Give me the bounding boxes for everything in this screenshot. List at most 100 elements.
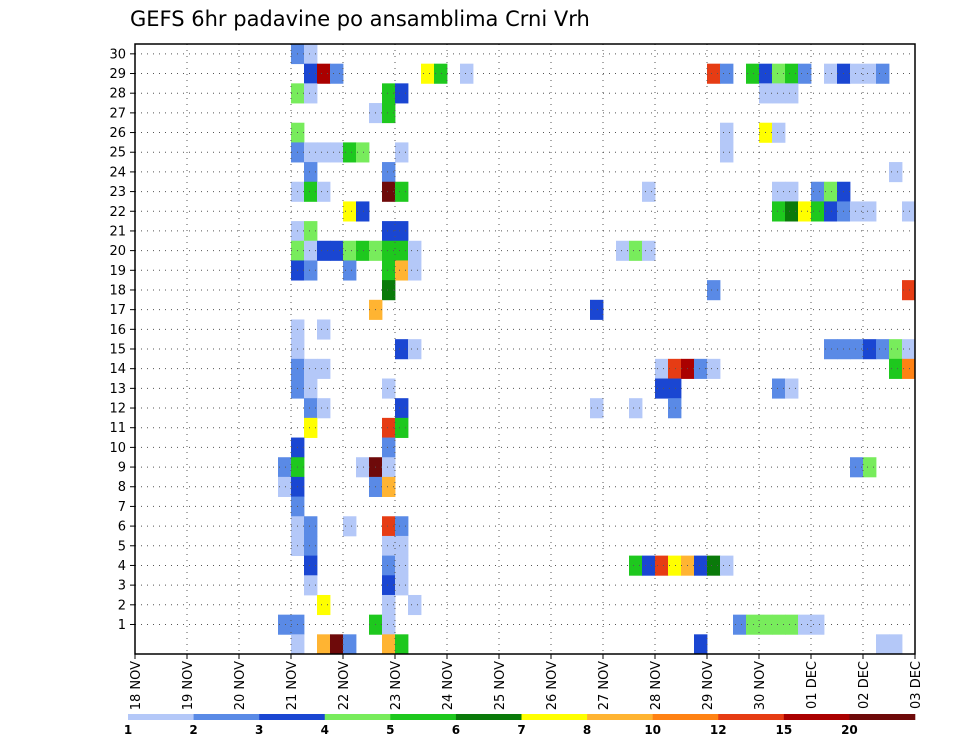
heatmap-cell — [304, 44, 318, 65]
colorbar-swatch — [455, 714, 522, 720]
heatmap-cells — [278, 44, 916, 655]
colorbar-swatch — [783, 714, 850, 720]
heatmap-cell — [317, 319, 331, 340]
heatmap-cell — [629, 398, 643, 419]
heatmap-cell — [291, 634, 305, 655]
heatmap-cell — [850, 339, 864, 360]
heatmap-cell — [863, 339, 877, 360]
grid-lines — [135, 44, 915, 654]
heatmap-cell — [655, 378, 669, 399]
y-tick-label: 10 — [109, 441, 126, 456]
heatmap-cell — [317, 398, 331, 419]
heatmap-cell — [655, 358, 669, 379]
heatmap-cell — [304, 240, 318, 261]
heatmap-cell — [356, 240, 370, 261]
heatmap-cell — [772, 181, 786, 202]
y-tick-label: 27 — [109, 106, 126, 121]
y-tick-label: 22 — [109, 205, 126, 220]
heatmap-cell — [343, 634, 357, 655]
x-tick-label: 29 NOV — [701, 661, 716, 710]
chart-title: GEFS 6hr padavine po ansamblima Crni Vrh — [130, 7, 590, 31]
x-axis-ticks: 18 NOV 19 NOV 20 NOV 21 NOV 22 NOV 23 NOV 24 N… — [129, 654, 924, 710]
heatmap-cell — [772, 83, 786, 104]
heatmap-cell — [356, 201, 370, 222]
heatmap-cell — [395, 417, 409, 438]
heatmap-cell — [707, 555, 721, 576]
heatmap-cell — [785, 181, 799, 202]
heatmap-cell — [590, 299, 604, 320]
heatmap-cell — [824, 63, 838, 84]
heatmap-cell — [382, 103, 396, 124]
heatmap-cell — [746, 63, 760, 84]
heatmap-cell — [863, 63, 877, 84]
heatmap-cell — [694, 555, 708, 576]
y-tick-label: 21 — [109, 224, 126, 239]
heatmap-cell — [889, 162, 903, 183]
heatmap-cell — [382, 83, 396, 104]
heatmap-cell — [811, 181, 825, 202]
heatmap-cell — [902, 201, 916, 222]
x-tick-label: 18 NOV — [129, 661, 144, 710]
heatmap-cell — [395, 83, 409, 104]
heatmap-cell — [863, 201, 877, 222]
x-tick-label: 27 NOV — [597, 661, 612, 710]
heatmap-cell — [395, 634, 409, 655]
heatmap-cell — [356, 457, 370, 478]
x-tick-label: 21 NOV — [285, 661, 300, 710]
colorbar-label: 15 — [775, 723, 792, 737]
y-tick-label: 1 — [118, 618, 126, 633]
heatmap-cell — [382, 476, 396, 497]
heatmap-cell — [330, 142, 344, 163]
heatmap-cell — [850, 457, 864, 478]
heatmap-cell — [382, 594, 396, 616]
heatmap-cell — [382, 555, 396, 576]
heatmap-cell — [304, 63, 318, 84]
heatmap-cell — [382, 457, 396, 478]
y-tick-label: 15 — [109, 343, 126, 358]
x-tick-label: 03 DEC — [909, 661, 924, 709]
y-tick-label: 11 — [109, 421, 126, 436]
heatmap-cell — [772, 378, 786, 399]
heatmap-cell — [785, 83, 799, 104]
heatmap-cell — [694, 358, 708, 379]
heatmap-cell — [590, 398, 604, 419]
y-tick-label: 30 — [109, 47, 126, 62]
heatmap-cell — [642, 181, 656, 202]
heatmap-cell — [395, 516, 409, 537]
heatmap-cell — [434, 63, 448, 84]
heatmap-cell — [382, 221, 396, 242]
heatmap-cell — [876, 634, 890, 655]
heatmap-cell — [655, 555, 669, 576]
y-tick-label: 14 — [109, 362, 126, 377]
y-tick-label: 8 — [118, 480, 126, 495]
heatmap-cell — [889, 358, 903, 379]
x-tick-label: 26 NOV — [545, 661, 560, 710]
x-tick-label: 24 NOV — [441, 661, 456, 710]
y-tick-label: 5 — [118, 539, 126, 554]
heatmap-cell — [876, 339, 890, 360]
x-tick-label: 28 NOV — [649, 661, 664, 710]
heatmap-cell — [395, 398, 409, 419]
y-tick-label: 6 — [118, 520, 126, 535]
heatmap-cell — [720, 142, 734, 163]
y-tick-label: 2 — [118, 598, 126, 613]
heatmap-cell — [785, 378, 799, 399]
heatmap-cell — [850, 201, 864, 222]
heatmap-cell — [382, 437, 396, 458]
heatmap-cell — [642, 555, 656, 576]
heatmap-cell — [460, 63, 474, 84]
heatmap-cell — [629, 240, 643, 261]
heatmap-cell — [850, 63, 864, 84]
x-tick-label: 02 DEC — [857, 661, 872, 709]
heatmap-cell — [824, 181, 838, 202]
heatmap-cell — [343, 260, 357, 281]
heatmap-cell — [304, 358, 318, 379]
heatmap-cell — [382, 181, 396, 202]
colorbar-swatch — [849, 714, 916, 720]
heatmap-cell — [408, 260, 422, 281]
heatmap-cell — [304, 162, 318, 183]
heatmap-cell — [785, 201, 799, 222]
heatmap-cell — [304, 575, 318, 596]
heatmap-cell — [395, 142, 409, 163]
heatmap-cell — [330, 240, 344, 261]
